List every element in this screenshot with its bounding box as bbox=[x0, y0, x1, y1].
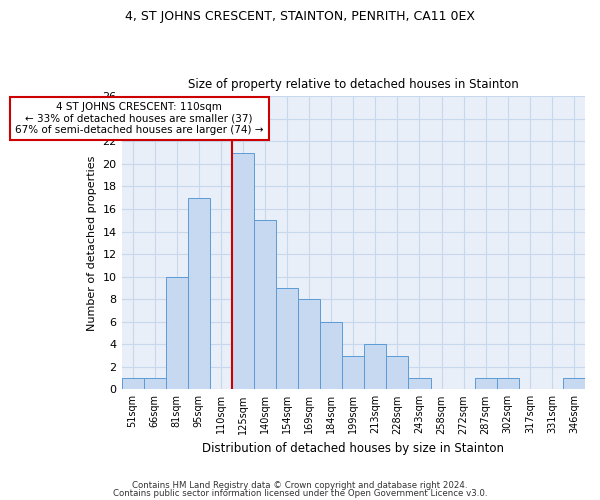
Bar bbox=[497, 378, 519, 390]
Bar bbox=[232, 152, 254, 390]
Y-axis label: Number of detached properties: Number of detached properties bbox=[87, 155, 97, 330]
Bar bbox=[563, 378, 585, 390]
Bar bbox=[188, 198, 210, 390]
Bar bbox=[254, 220, 276, 390]
X-axis label: Distribution of detached houses by size in Stainton: Distribution of detached houses by size … bbox=[202, 442, 504, 455]
Text: Contains HM Land Registry data © Crown copyright and database right 2024.: Contains HM Land Registry data © Crown c… bbox=[132, 481, 468, 490]
Text: Contains public sector information licensed under the Open Government Licence v3: Contains public sector information licen… bbox=[113, 488, 487, 498]
Bar bbox=[320, 322, 342, 390]
Bar bbox=[122, 378, 143, 390]
Title: Size of property relative to detached houses in Stainton: Size of property relative to detached ho… bbox=[188, 78, 518, 91]
Bar bbox=[342, 356, 364, 390]
Bar bbox=[276, 288, 298, 390]
Bar bbox=[143, 378, 166, 390]
Bar bbox=[386, 356, 409, 390]
Bar bbox=[364, 344, 386, 390]
Bar bbox=[166, 276, 188, 390]
Text: 4, ST JOHNS CRESCENT, STAINTON, PENRITH, CA11 0EX: 4, ST JOHNS CRESCENT, STAINTON, PENRITH,… bbox=[125, 10, 475, 23]
Bar bbox=[298, 299, 320, 390]
Bar bbox=[475, 378, 497, 390]
Bar bbox=[409, 378, 431, 390]
Text: 4 ST JOHNS CRESCENT: 110sqm
← 33% of detached houses are smaller (37)
67% of sem: 4 ST JOHNS CRESCENT: 110sqm ← 33% of det… bbox=[15, 102, 263, 135]
